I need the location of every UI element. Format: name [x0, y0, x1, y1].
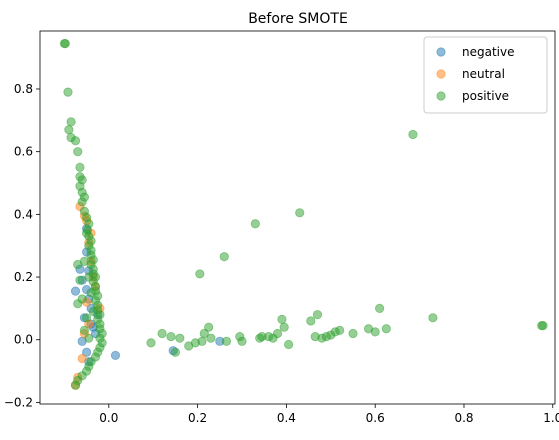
- data-point-positive: [272, 328, 283, 339]
- y-tick-label: 0.0: [14, 333, 33, 347]
- data-point-positive: [79, 256, 90, 266]
- data-point-positive: [66, 117, 76, 127]
- x-tick-label: 0.2: [188, 411, 207, 425]
- data-point-positive: [206, 333, 216, 343]
- y-tick-label: 0.4: [14, 207, 33, 221]
- legend-marker-negative: [436, 47, 446, 57]
- data-point-positive: [375, 303, 385, 313]
- points-layer: [59, 38, 548, 390]
- legend-marker-neutral: [436, 69, 446, 79]
- data-point-positive: [77, 197, 87, 207]
- data-point-positive: [335, 325, 345, 335]
- data-point-positive: [279, 322, 289, 332]
- data-point-positive: [84, 272, 94, 282]
- legend-marker-positive: [436, 91, 446, 101]
- data-point-positive: [195, 269, 205, 279]
- data-point-positive: [197, 336, 207, 346]
- data-point-positive: [170, 347, 181, 357]
- legend-label-neutral: neutral: [462, 67, 505, 81]
- data-point-positive: [295, 208, 305, 218]
- data-point-positive: [166, 332, 176, 342]
- data-point-negative: [110, 350, 121, 361]
- data-point-positive: [86, 288, 96, 298]
- data-point-positive: [79, 325, 90, 335]
- axes-frame: [39, 30, 556, 405]
- data-point-positive: [82, 228, 92, 238]
- data-point-positive: [64, 125, 74, 135]
- data-point-positive: [88, 306, 98, 317]
- y-tick-label: 0.8: [14, 82, 33, 96]
- y-axis: −0.2 0.0 0.2 0.4 0.6 0.8: [4, 82, 40, 409]
- data-point-positive: [221, 336, 232, 346]
- x-tick-label: 1.0: [543, 411, 559, 425]
- data-point-positive: [348, 328, 358, 339]
- series-positive: [59, 38, 548, 390]
- data-point-negative: [82, 347, 92, 357]
- data-point-positive: [250, 219, 260, 229]
- data-point-positive: [199, 328, 209, 339]
- chart-title: Before SMOTE: [248, 11, 348, 27]
- data-point-positive: [538, 321, 548, 331]
- legend-label-negative: negative: [462, 45, 514, 59]
- data-point-positive: [70, 380, 81, 390]
- data-point-negative: [70, 286, 81, 296]
- data-point-positive: [84, 333, 94, 343]
- legend-label-positive: positive: [462, 89, 509, 103]
- y-tick-label: 0.2: [14, 270, 33, 284]
- y-tick-label: 0.6: [14, 145, 33, 159]
- data-point-positive: [204, 322, 214, 332]
- data-point-positive: [284, 339, 294, 350]
- data-point-positive: [75, 162, 85, 172]
- data-point-positive: [82, 313, 92, 323]
- data-point-positive: [306, 316, 316, 326]
- data-point-positive: [408, 129, 418, 140]
- data-point-positive: [219, 252, 229, 262]
- data-point-positive: [75, 275, 85, 285]
- data-point-neutral: [77, 353, 87, 364]
- data-point-positive: [237, 336, 247, 346]
- data-point-positive: [175, 333, 185, 343]
- legend-box: [423, 36, 548, 114]
- data-point-positive: [73, 147, 83, 157]
- data-point-positive: [312, 310, 323, 320]
- x-tick-label: 0.6: [366, 411, 385, 425]
- legend: negative neutral positive: [423, 36, 548, 114]
- data-point-positive: [428, 313, 438, 323]
- data-point-positive: [63, 87, 73, 97]
- data-point-positive: [70, 136, 81, 146]
- x-tick-label: 0.0: [99, 411, 118, 425]
- data-point-positive: [277, 314, 287, 324]
- y-tick-label: −0.2: [4, 395, 33, 409]
- data-point-positive: [146, 338, 156, 348]
- x-tick-label: 0.8: [454, 411, 473, 425]
- data-point-positive: [370, 327, 380, 337]
- data-point-positive: [60, 38, 70, 49]
- x-axis: 0.0 0.2 0.4 0.6 0.8 1.0: [99, 404, 559, 425]
- data-point-positive: [381, 324, 391, 334]
- x-tick-label: 0.4: [277, 411, 296, 425]
- data-point-positive: [157, 328, 167, 339]
- data-point-positive: [77, 294, 87, 304]
